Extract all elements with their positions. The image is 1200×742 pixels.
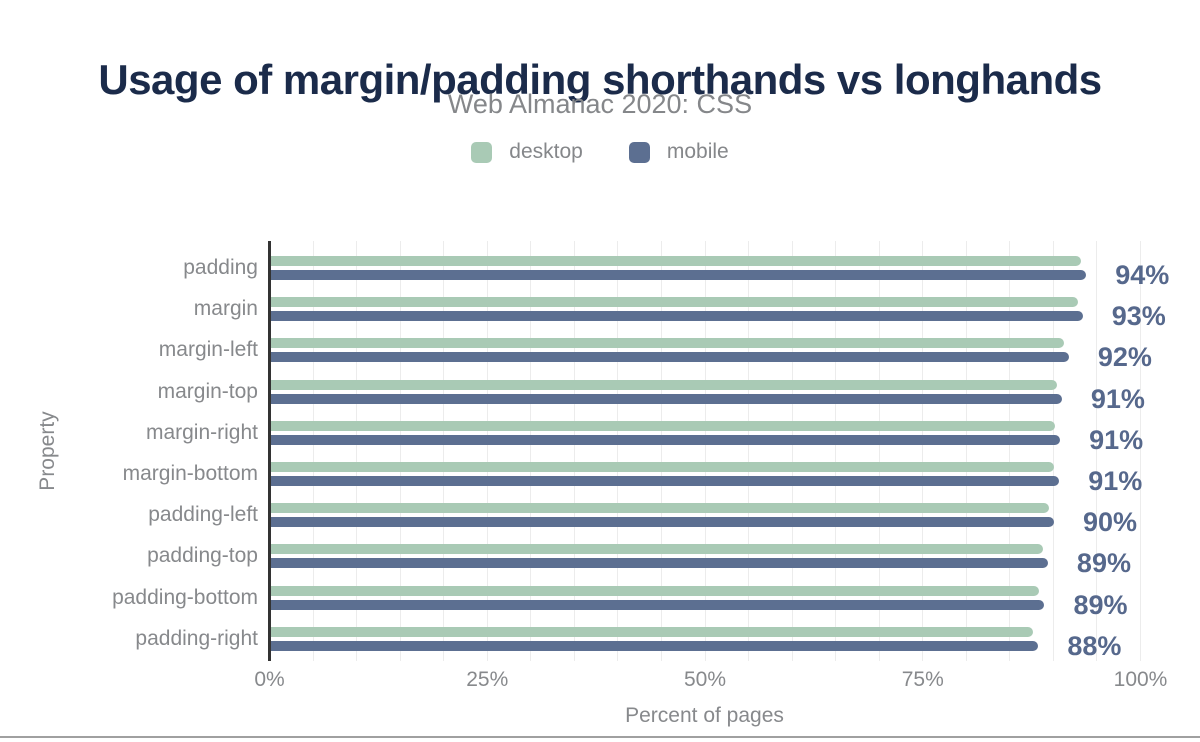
bar-mobile (271, 352, 1069, 363)
bar-desktop (271, 297, 1078, 308)
gridline (878, 241, 880, 661)
gridline (1052, 241, 1054, 661)
gridline (922, 241, 924, 661)
bottom-divider (0, 736, 1200, 738)
bar-mobile (271, 476, 1060, 486)
bar-desktop (271, 379, 1057, 390)
category-label: margin-bottom (122, 462, 258, 485)
value-label: 88% (1067, 630, 1122, 661)
legend: desktop mobile (0, 140, 1200, 164)
bar-desktop (271, 626, 1034, 637)
x-tick-label: 0% (254, 668, 285, 691)
bar-mobile (271, 517, 1055, 528)
legend-label: mobile (666, 140, 729, 163)
value-label: 90% (1083, 507, 1138, 538)
value-label: 91% (1089, 424, 1144, 455)
bar-desktop (271, 420, 1055, 431)
bar-desktop (271, 585, 1040, 596)
value-label: 92% (1097, 342, 1152, 373)
chart-subtitle: Web Almanac 2020: CSS (447, 89, 753, 119)
value-label: 91% (1090, 383, 1145, 414)
bar-mobile (271, 311, 1083, 322)
category-label: padding-right (135, 626, 258, 650)
category-label: margin-left (158, 338, 258, 362)
y-axis-line (268, 241, 271, 661)
bar-desktop (271, 544, 1043, 555)
bar-desktop (271, 503, 1049, 514)
gridline (1140, 241, 1141, 661)
gridline (617, 241, 619, 661)
x-tick-label: 25% (466, 668, 509, 691)
category-label: padding (183, 256, 258, 279)
category-label: padding-left (148, 503, 258, 527)
gridline (530, 241, 532, 661)
legend-swatch-icon (628, 141, 650, 163)
category-label: margin-right (145, 420, 258, 444)
gridline (791, 241, 793, 661)
value-label: 89% (1073, 589, 1128, 620)
bar-mobile (271, 599, 1045, 610)
legend-item-desktop: desktop (471, 140, 583, 164)
gridline (486, 241, 488, 661)
bar-mobile (271, 393, 1062, 404)
category-label: padding-top (147, 544, 258, 568)
gridline (443, 241, 445, 661)
category-label: margin (193, 297, 258, 321)
legend-item-mobile: mobile (628, 140, 729, 164)
legend-swatch-icon (471, 141, 493, 163)
category-label: padding-bottom (112, 585, 258, 609)
gridline (356, 241, 358, 661)
x-tick-label: 50% (683, 668, 727, 691)
bar-mobile (271, 640, 1039, 651)
bar-desktop (271, 462, 1055, 472)
x-axis-title: Percent of pages (625, 704, 784, 727)
gridline (573, 241, 575, 661)
x-tick-label: 100% (1113, 668, 1168, 691)
gridline (312, 241, 314, 661)
gridline (748, 241, 750, 661)
gridline (1009, 241, 1011, 661)
value-label: 94% (1115, 260, 1170, 290)
gridline (1096, 241, 1098, 661)
value-label: 91% (1088, 466, 1143, 496)
bar-desktop (271, 338, 1064, 349)
x-tick-label: 75% (901, 668, 944, 691)
chart-title: Usage of margin/padding shorthands vs lo… (98, 56, 1102, 104)
category-label: margin-top (157, 379, 258, 403)
bar-desktop (271, 256, 1082, 266)
gridline (399, 241, 401, 661)
gridline (660, 241, 662, 661)
value-label: 93% (1111, 301, 1166, 332)
value-label: 89% (1076, 548, 1131, 579)
legend-label: desktop (509, 140, 583, 163)
bar-mobile (271, 270, 1087, 280)
bar-mobile (271, 558, 1048, 569)
bar-mobile (271, 434, 1061, 445)
gridline (965, 241, 967, 661)
gridline (704, 241, 706, 661)
gridline (835, 241, 837, 661)
